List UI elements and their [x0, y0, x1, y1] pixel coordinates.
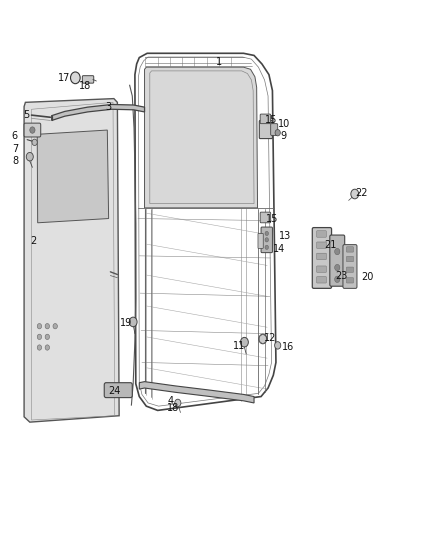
FancyBboxPatch shape [258, 233, 263, 248]
Text: 21: 21 [324, 240, 336, 250]
Circle shape [351, 189, 359, 199]
Circle shape [37, 324, 42, 329]
FancyBboxPatch shape [317, 253, 326, 260]
Circle shape [175, 399, 181, 407]
Text: 11: 11 [233, 342, 245, 351]
FancyBboxPatch shape [346, 267, 353, 272]
Text: 6: 6 [12, 132, 18, 141]
Circle shape [45, 334, 49, 340]
Circle shape [45, 324, 49, 329]
Circle shape [53, 324, 57, 329]
Circle shape [335, 276, 340, 282]
Text: 13: 13 [279, 231, 291, 241]
Text: 17: 17 [58, 73, 70, 83]
FancyBboxPatch shape [260, 114, 271, 124]
Polygon shape [37, 130, 109, 223]
Text: 2: 2 [30, 236, 36, 246]
FancyBboxPatch shape [346, 247, 353, 252]
Circle shape [37, 345, 42, 350]
FancyBboxPatch shape [317, 277, 326, 283]
FancyBboxPatch shape [346, 256, 353, 262]
FancyBboxPatch shape [343, 245, 357, 288]
Circle shape [45, 345, 49, 350]
Text: 5: 5 [23, 110, 29, 120]
Circle shape [335, 248, 340, 255]
Text: 14: 14 [273, 245, 286, 254]
Text: 15: 15 [265, 115, 278, 125]
FancyBboxPatch shape [260, 212, 271, 223]
Circle shape [275, 130, 280, 136]
Text: 19: 19 [120, 318, 132, 328]
Text: 3: 3 [106, 102, 112, 111]
Circle shape [37, 334, 42, 340]
Text: 10: 10 [278, 119, 290, 128]
Polygon shape [139, 382, 254, 403]
Polygon shape [145, 67, 258, 208]
Text: 1: 1 [216, 58, 222, 67]
Circle shape [265, 245, 268, 249]
FancyBboxPatch shape [346, 278, 353, 283]
FancyBboxPatch shape [271, 124, 278, 135]
Text: 7: 7 [12, 144, 18, 154]
Circle shape [240, 337, 248, 347]
Text: 23: 23 [336, 271, 348, 280]
Text: 20: 20 [362, 272, 374, 282]
Text: 18: 18 [79, 82, 91, 91]
FancyBboxPatch shape [330, 235, 345, 286]
FancyBboxPatch shape [82, 76, 94, 83]
FancyBboxPatch shape [259, 120, 272, 139]
Circle shape [265, 231, 268, 236]
FancyBboxPatch shape [312, 228, 332, 288]
FancyBboxPatch shape [317, 242, 326, 248]
Circle shape [275, 342, 281, 349]
Text: 22: 22 [356, 188, 368, 198]
Text: 16: 16 [282, 342, 294, 352]
Circle shape [335, 264, 340, 271]
Text: 4: 4 [168, 396, 174, 406]
FancyBboxPatch shape [24, 123, 41, 137]
Text: 15: 15 [266, 214, 279, 223]
FancyBboxPatch shape [261, 227, 272, 253]
Polygon shape [52, 104, 145, 120]
Circle shape [71, 72, 80, 84]
Circle shape [265, 238, 268, 242]
Circle shape [32, 139, 37, 146]
FancyBboxPatch shape [317, 231, 326, 237]
FancyBboxPatch shape [317, 266, 326, 272]
Circle shape [259, 334, 267, 344]
Text: 18: 18 [167, 403, 180, 413]
Circle shape [26, 152, 33, 161]
Polygon shape [24, 99, 119, 422]
FancyBboxPatch shape [104, 383, 132, 398]
Text: 24: 24 [109, 386, 121, 395]
Text: 8: 8 [13, 156, 19, 166]
Circle shape [30, 127, 35, 133]
Text: 9: 9 [281, 131, 287, 141]
Text: 12: 12 [264, 333, 276, 343]
Circle shape [129, 317, 137, 327]
